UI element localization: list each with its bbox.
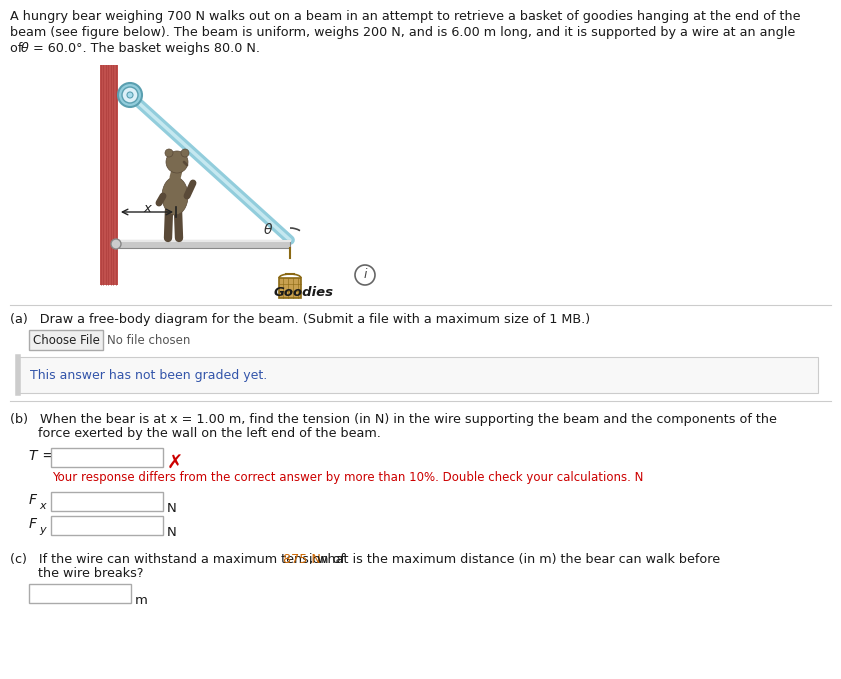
Text: θ: θ	[264, 223, 272, 237]
FancyBboxPatch shape	[51, 492, 163, 511]
Text: = 60.0°. The basket weighs 80.0 N.: = 60.0°. The basket weighs 80.0 N.	[29, 42, 260, 55]
Circle shape	[118, 83, 142, 107]
Text: m: m	[135, 594, 148, 607]
Text: (b)   When the bear is at x = 1.00 m, find the tension (in N) in the wire suppor: (b) When the bear is at x = 1.00 m, find…	[10, 413, 777, 426]
Bar	[279, 278, 301, 298]
FancyBboxPatch shape	[29, 330, 103, 350]
Circle shape	[127, 92, 133, 98]
Text: $F$: $F$	[28, 517, 38, 531]
Text: of: of	[10, 42, 26, 55]
Text: (a)   Draw a free-body diagram for the beam. (Submit a file with a maximum size : (a) Draw a free-body diagram for the bea…	[10, 313, 590, 326]
Text: N: N	[167, 502, 177, 515]
FancyBboxPatch shape	[29, 584, 131, 603]
Circle shape	[122, 87, 138, 103]
Text: y: y	[39, 525, 45, 535]
Text: i: i	[363, 268, 367, 280]
Circle shape	[355, 265, 375, 285]
Text: =: =	[47, 517, 63, 531]
Text: $T$: $T$	[28, 449, 40, 463]
Text: ✗: ✗	[167, 454, 183, 473]
Text: =: =	[47, 493, 63, 507]
Text: the wire breaks?: the wire breaks?	[10, 567, 144, 580]
Text: $F$: $F$	[28, 493, 38, 507]
Text: N: N	[167, 526, 177, 539]
Text: A hungry bear weighing 700 N walks out on a beam in an attempt to retrieve a bas: A hungry bear weighing 700 N walks out o…	[10, 10, 801, 23]
FancyBboxPatch shape	[51, 448, 163, 467]
Text: Your response differs from the correct answer by more than 10%. Double check you: Your response differs from the correct a…	[52, 471, 643, 484]
Text: Goodies: Goodies	[274, 286, 334, 299]
Text: (c)   If the wire can withstand a maximum tension of: (c) If the wire can withstand a maximum …	[10, 553, 349, 566]
Text: beam (see figure below). The beam is uniform, weighs 200 N, and is 6.00 m long, : beam (see figure below). The beam is uni…	[10, 26, 796, 39]
Text: No file chosen: No file chosen	[107, 333, 190, 346]
Text: force exerted by the wall on the left end of the beam.: force exerted by the wall on the left en…	[10, 427, 381, 440]
Text: 875 N: 875 N	[283, 553, 320, 566]
Circle shape	[165, 149, 173, 157]
Text: =: =	[38, 449, 54, 463]
Bar	[100, 65, 118, 285]
Bar	[118, 240, 290, 248]
Circle shape	[181, 149, 189, 157]
Text: , what is the maximum distance (in m) the bear can walk before: , what is the maximum distance (in m) th…	[309, 553, 720, 566]
Text: x: x	[39, 501, 45, 511]
FancyBboxPatch shape	[18, 357, 818, 393]
Text: θ: θ	[21, 42, 29, 55]
Text: This answer has not been graded yet.: This answer has not been graded yet.	[30, 369, 267, 382]
Circle shape	[111, 239, 121, 249]
Text: Choose File: Choose File	[33, 333, 99, 346]
Circle shape	[166, 151, 188, 173]
Text: x: x	[143, 202, 151, 215]
Ellipse shape	[162, 177, 188, 215]
FancyBboxPatch shape	[51, 516, 163, 535]
